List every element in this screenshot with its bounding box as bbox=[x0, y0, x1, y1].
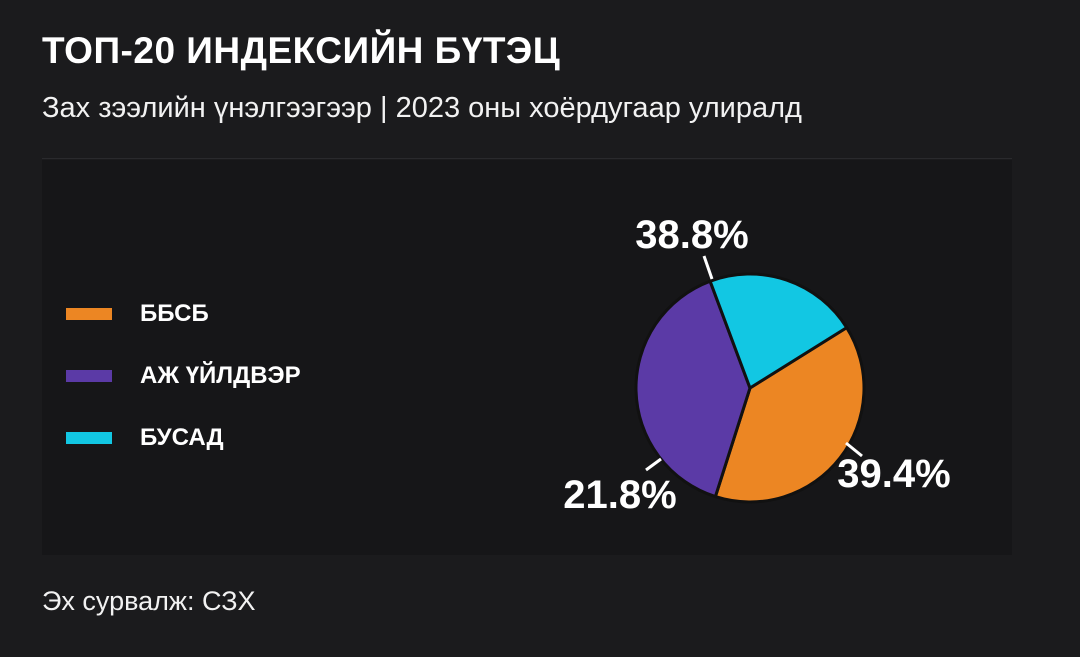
chart-title: ТОП-20 ИНДЕКСИЙН БҮТЭЦ bbox=[42, 30, 561, 71]
leader-line-bbsb bbox=[702, 255, 714, 280]
source-note: Эх сурвалж: СЗХ bbox=[42, 586, 256, 616]
chart-subtitle: Зах зээлийн үнэлгээгээр | 2023 оны хоёрд… bbox=[42, 92, 802, 124]
pie-label-bbsb: 38.8% bbox=[635, 213, 748, 257]
leader-line-industry bbox=[845, 441, 863, 458]
pie-slice-other bbox=[708, 272, 849, 390]
legend-label-industry: АЖ ҮЙЛДВЭР bbox=[140, 362, 301, 389]
pie-slice-industry bbox=[634, 279, 752, 499]
legend-swatch-industry bbox=[66, 370, 112, 382]
legend-swatch-bbsb bbox=[66, 308, 112, 320]
legend-item-bbsb: ББСБ bbox=[66, 300, 209, 328]
legend-item-industry: АЖ ҮЙЛДВЭР bbox=[66, 362, 301, 390]
pie-label-other: 21.8% bbox=[563, 473, 676, 517]
header-divider bbox=[42, 158, 1012, 159]
pie-label-industry: 39.4% bbox=[837, 452, 950, 496]
pie-slice-bbsb bbox=[713, 326, 866, 504]
legend-label-bbsb: ББСБ bbox=[140, 300, 209, 327]
legend-swatch-other bbox=[66, 432, 112, 444]
legend-item-other: БУСАД bbox=[66, 424, 224, 452]
legend-label-other: БУСАД bbox=[140, 424, 224, 451]
leader-line-other bbox=[645, 457, 662, 472]
